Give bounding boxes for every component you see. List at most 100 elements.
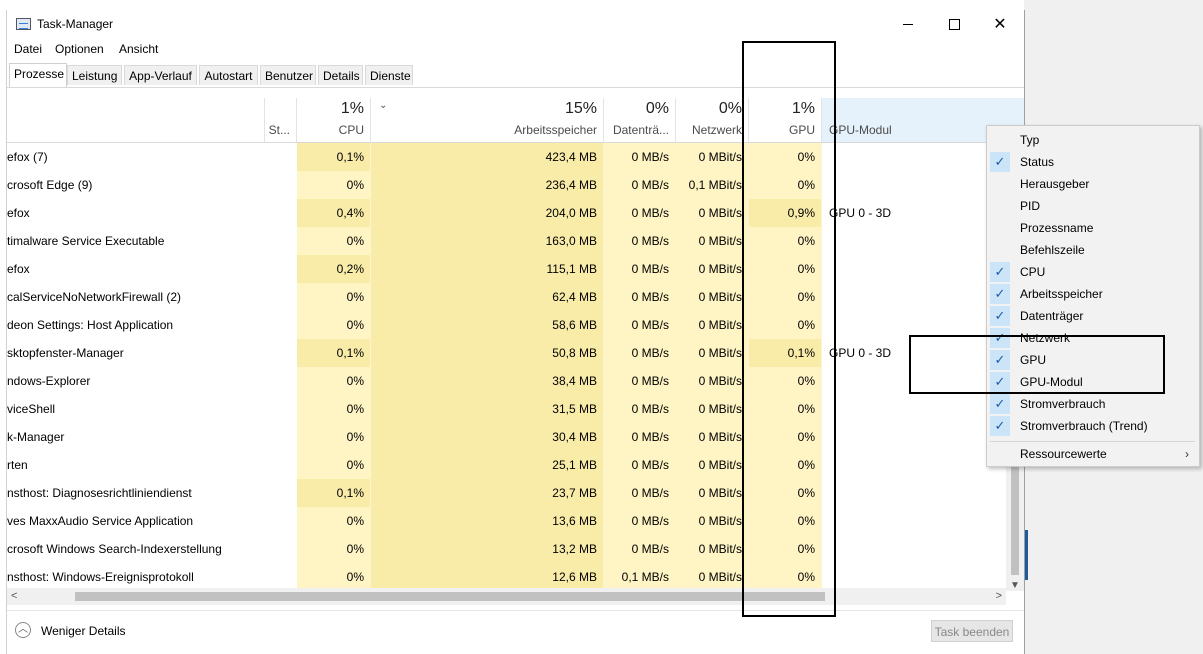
close-icon: ✕ xyxy=(993,16,1007,33)
disk-value: 0 MB/s xyxy=(604,227,676,255)
column-header-cpu[interactable]: 1% CPU xyxy=(297,98,371,142)
status-column-label: St... xyxy=(268,123,290,137)
context-menu-item-label: PID xyxy=(1020,199,1041,213)
menu-datei[interactable]: Datei xyxy=(14,42,43,56)
disk-value: 0 MB/s xyxy=(604,143,676,171)
context-menu-item[interactable]: ✓ GPU xyxy=(987,349,1199,371)
context-menu-item[interactable]: PID xyxy=(987,195,1199,217)
table-row[interactable]: efox (7) 0,1% 423,4 MB 0 MB/s 0 MBit/s 0% xyxy=(7,143,1006,171)
chevron-up-icon[interactable]: ︿ xyxy=(15,622,31,638)
gpu-engine-value xyxy=(822,451,1002,479)
context-menu-item[interactable]: ✓ Datenträger xyxy=(987,305,1199,327)
column-header-network[interactable]: 0% Netzwerk xyxy=(676,98,749,142)
tab-app-verlauf[interactable]: App-Verlauf xyxy=(124,65,197,85)
table-row[interactable]: k-Manager 0% 30,4 MB 0 MB/s 0 MBit/s 0% xyxy=(7,423,1006,451)
gpu-engine-value xyxy=(822,535,1002,563)
tab-bar: Prozesse Leistung App-Verlauf Autostart … xyxy=(7,63,1024,88)
cpu-value: 0,1% xyxy=(297,143,371,171)
table-row[interactable]: ndows-Explorer 0% 38,4 MB 0 MB/s 0 MBit/s 0% xyxy=(7,367,1006,395)
horizontal-scrollbar[interactable]: < > xyxy=(7,588,1006,605)
network-value: 0 MBit/s xyxy=(676,367,749,395)
gpu-value: 0,1% xyxy=(749,339,822,367)
gpu-engine-value: GPU 0 - 3D xyxy=(829,206,892,220)
tab-benutzer[interactable]: Benutzer xyxy=(260,65,316,85)
table-row[interactable]: nsthost: Windows-Ereignisprotokoll 0% 12,6… xyxy=(7,563,1006,591)
table-row[interactable]: timalware Service Executable 0% 163,0 MB 0 … xyxy=(7,227,1006,255)
column-header-status[interactable]: St... xyxy=(265,98,297,142)
table-row[interactable]: crosoft Windows Search-Indexerstellung 0%… xyxy=(7,535,1006,563)
gpu-value: 0% xyxy=(749,507,822,535)
context-menu-item[interactable]: ✓ CPU xyxy=(987,261,1199,283)
memory-value: 25,1 MB xyxy=(371,451,604,479)
column-header-gpu[interactable]: 1% GPU xyxy=(749,98,822,142)
context-menu-item[interactable]: ✓ GPU-Modul xyxy=(987,371,1199,393)
column-header-disk[interactable]: 0% Datenträ... xyxy=(604,98,676,142)
context-menu-item[interactable]: Typ xyxy=(987,129,1199,151)
tab-dienste[interactable]: Dienste xyxy=(365,65,413,85)
table-row[interactable]: nsthost: Diagnosesrichtliniendienst 0,1% 2… xyxy=(7,479,1006,507)
memory-value: 23,7 MB xyxy=(371,479,604,507)
end-task-button[interactable]: Task beenden xyxy=(931,620,1013,642)
horizontal-scroll-thumb[interactable] xyxy=(75,592,825,601)
cpu-value: 0% xyxy=(297,171,371,199)
process-name: viceShell xyxy=(7,402,56,416)
context-menu-item[interactable]: Herausgeber xyxy=(987,173,1199,195)
scroll-down-icon[interactable]: ▼ xyxy=(1010,580,1020,591)
footer-bar: ︿ Weniger Details Task beenden xyxy=(7,610,1024,654)
table-row[interactable]: rten 0% 25,1 MB 0 MB/s 0 MBit/s 0% xyxy=(7,451,1006,479)
table-row[interactable]: crosoft Edge (9) 0% 236,4 MB 0 MB/s 0,1 MBit… xyxy=(7,171,1006,199)
tab-leistung[interactable]: Leistung xyxy=(67,65,122,85)
menu-optionen[interactable]: Optionen xyxy=(55,42,104,56)
context-menu-item[interactable]: Befehlszeile xyxy=(987,239,1199,261)
context-menu-item[interactable]: ✓ Status xyxy=(987,151,1199,173)
tab-prozesse[interactable]: Prozesse xyxy=(9,63,67,87)
context-menu-item-label: GPU-Modul xyxy=(1020,375,1083,389)
scroll-left-icon[interactable]: < xyxy=(11,590,18,602)
gpu-value: 0% xyxy=(749,227,822,255)
table-row[interactable]: deon Settings: Host Application 0% 58,6 MB… xyxy=(7,311,1006,339)
column-header-row: St... 1% CPU ⌄ 15% Arbeitsspeicher 0% Da… xyxy=(7,98,1024,143)
checkmark-icon: ✓ xyxy=(990,416,1010,436)
table-row[interactable]: sktopfenster-Manager 0,1% 50,8 MB 0 MB/s 0 M… xyxy=(7,339,1006,367)
context-menu-item[interactable]: ✓ Netzwerk xyxy=(987,327,1199,349)
table-row[interactable]: efox 0,4% 204,0 MB 0 MB/s 0 MBit/s 0,9% GPU 0 … xyxy=(7,199,1006,227)
tab-autostart[interactable]: Autostart xyxy=(199,65,258,85)
disk-total-percent: 0% xyxy=(645,100,669,117)
context-menu-resource-values[interactable]: Ressourcewerte › xyxy=(987,443,1199,465)
disk-value: 0 MB/s xyxy=(604,283,676,311)
table-row[interactable]: ves MaxxAudio Service Application 0% 13,6 … xyxy=(7,507,1006,535)
process-name: nsthost: Windows-Ereignisprotokoll xyxy=(7,570,194,584)
scroll-right-icon[interactable]: > xyxy=(995,590,1002,602)
table-row[interactable]: calServiceNoNetworkFirewall (2) 0% 62,4 MB… xyxy=(7,283,1006,311)
cpu-value: 0% xyxy=(297,283,371,311)
title-bar[interactable]: Task-Manager ✕ xyxy=(7,10,1024,40)
context-menu-item-label: Stromverbrauch (Trend) xyxy=(1020,419,1148,433)
checkmark-icon: ✓ xyxy=(990,372,1010,392)
menu-ansicht[interactable]: Ansicht xyxy=(119,42,159,56)
context-menu-item[interactable]: Prozessname xyxy=(987,217,1199,239)
process-name: nsthost: Diagnosesrichtliniendienst xyxy=(7,486,192,500)
gpu-engine-value xyxy=(822,227,1002,255)
gpu-engine-value xyxy=(822,563,1002,591)
context-menu-item[interactable]: ✓ Stromverbrauch xyxy=(987,393,1199,415)
cpu-value: 0,1% xyxy=(297,479,371,507)
context-menu-item[interactable]: ✓ Arbeitsspeicher xyxy=(987,283,1199,305)
disk-value: 0 MB/s xyxy=(604,255,676,283)
close-button[interactable]: ✕ xyxy=(977,10,1023,40)
gpu-value: 0% xyxy=(749,367,822,395)
maximize-button[interactable] xyxy=(931,10,977,40)
column-header-name[interactable] xyxy=(7,98,265,142)
process-name: calServiceNoNetworkFirewall (2) xyxy=(7,290,182,304)
checkmark-icon: ✓ xyxy=(990,152,1010,172)
cpu-value: 0% xyxy=(297,367,371,395)
memory-value: 13,2 MB xyxy=(371,535,604,563)
minimize-button[interactable] xyxy=(885,10,931,40)
context-menu-item-label: Stromverbrauch xyxy=(1020,397,1106,411)
table-row[interactable]: efox 0,2% 115,1 MB 0 MB/s 0 MBit/s 0% xyxy=(7,255,1006,283)
column-header-memory[interactable]: ⌄ 15% Arbeitsspeicher xyxy=(371,98,604,142)
context-menu-item[interactable]: ✓ Stromverbrauch (Trend) xyxy=(987,415,1199,437)
fewer-details-link[interactable]: Weniger Details xyxy=(41,624,126,638)
tab-details[interactable]: Details xyxy=(318,65,363,85)
process-name: ndows-Explorer xyxy=(7,374,91,388)
table-row[interactable]: viceShell 0% 31,5 MB 0 MB/s 0 MBit/s 0% xyxy=(7,395,1006,423)
